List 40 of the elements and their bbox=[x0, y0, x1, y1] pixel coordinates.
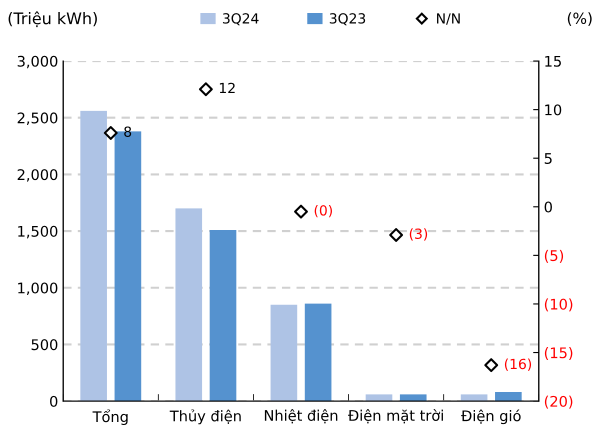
y-tick-label: 500 bbox=[32, 339, 58, 350]
x-tick-label: Tổng bbox=[92, 409, 128, 426]
point bbox=[198, 82, 213, 96]
y-tick-label: 0 bbox=[50, 396, 58, 407]
legend-label: 3Q23 bbox=[330, 13, 366, 26]
y2-tick-label: 10 bbox=[545, 104, 562, 116]
data-label: (0) bbox=[314, 204, 332, 218]
y2-tick-label: 0 bbox=[544, 202, 552, 213]
point bbox=[294, 204, 308, 219]
y-tick-label: 2,500 bbox=[18, 112, 58, 125]
y-axis-title: (Triệu kWh) bbox=[8, 11, 97, 28]
data-label: (16) bbox=[504, 358, 532, 371]
y2-axis-title: (%) bbox=[568, 12, 592, 26]
x-tick-label: Điện gió bbox=[461, 409, 521, 424]
y-tick-label: 3,000 bbox=[18, 56, 58, 68]
y2-tick-label: (5) bbox=[544, 250, 564, 263]
bar bbox=[304, 304, 332, 402]
point bbox=[484, 358, 498, 372]
y2-tick-label: (10) bbox=[544, 298, 572, 312]
y-tick-label: 2,000 bbox=[18, 169, 58, 182]
bar bbox=[270, 304, 298, 402]
y2-tick-label: 5 bbox=[544, 153, 552, 164]
bar bbox=[175, 208, 202, 402]
legend-label: 3Q24 bbox=[222, 13, 259, 26]
data-label: (3) bbox=[410, 228, 428, 241]
data-label: 12 bbox=[220, 82, 235, 94]
legend-label: N/N bbox=[437, 13, 460, 25]
y2-tick-label: (15) bbox=[544, 347, 572, 360]
y2-tick-label: 15 bbox=[545, 56, 561, 67]
x-tick-label: Điện mặt trời bbox=[348, 409, 443, 424]
y2-tick-label: (20) bbox=[544, 396, 572, 409]
y-tick-label: 1,500 bbox=[18, 226, 58, 238]
bar bbox=[495, 392, 522, 402]
x-tick-label: Thủy điện bbox=[170, 409, 241, 424]
x-tick-label: Nhiệt điện bbox=[264, 409, 338, 424]
bar bbox=[80, 110, 107, 402]
y-tick-label: 1,000 bbox=[18, 282, 58, 295]
point bbox=[389, 228, 404, 242]
point bbox=[104, 126, 118, 140]
bar bbox=[210, 230, 236, 402]
